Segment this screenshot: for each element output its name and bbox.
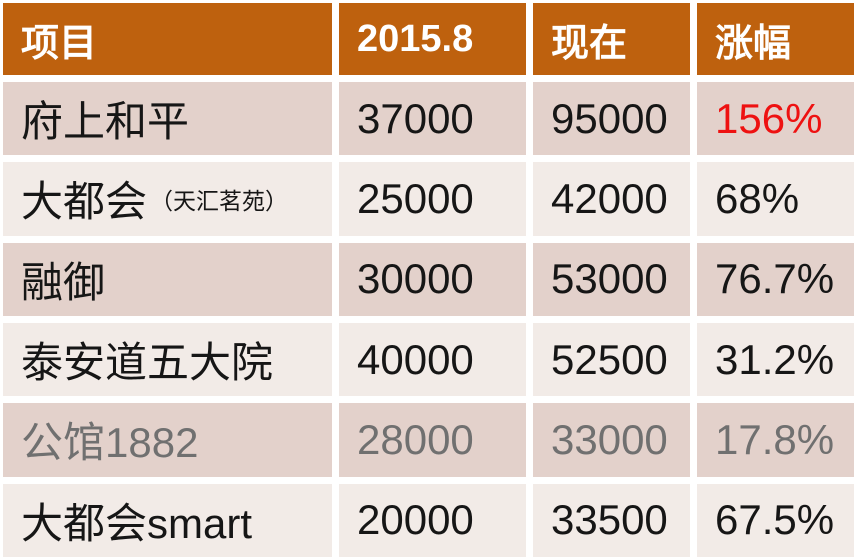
row6-price-2015-cell: 20000: [339, 483, 526, 557]
row4-project-cell: 泰安道五大院: [3, 323, 332, 397]
row4-price-now-cell: 52500: [533, 323, 690, 397]
row1-rise-cell: 156%: [697, 82, 854, 156]
row4-rise-cell: 31.2%: [697, 323, 854, 397]
row1-price-now-cell: 95000: [533, 82, 690, 156]
row3-project-cell: 融御: [3, 242, 332, 316]
row2-price-now-cell: 42000: [533, 162, 690, 236]
row3-rise-cell: 76.7%: [697, 242, 854, 316]
row2-rise-cell: 68%: [697, 162, 854, 236]
row4-project-name: 泰安道五大院: [21, 339, 274, 387]
row1-project-name: 府上和平: [21, 98, 190, 146]
column-header-2015-8: 2015.8: [339, 3, 526, 75]
row2-price-2015-cell: 25000: [339, 162, 526, 236]
row6-project-name: 大都会smart: [21, 499, 253, 547]
row5-project-name: 公馆1882: [21, 419, 199, 467]
row6-price-now-cell: 33500: [533, 483, 690, 557]
row2-project-cell: 大都会 （天汇茗苑）: [3, 162, 332, 236]
row2-project-name: 大都会: [21, 178, 148, 226]
row3-price-2015-cell: 30000: [339, 242, 526, 316]
column-header-rise: 涨幅: [697, 3, 854, 75]
row6-project-cell: 大都会smart: [3, 483, 332, 557]
column-header-project: 项目: [3, 3, 332, 75]
row5-price-now-cell: 33000: [533, 403, 690, 477]
row5-price-2015-cell: 28000: [339, 403, 526, 477]
row3-project-name: 融御: [21, 258, 106, 306]
column-header-now: 现在: [533, 3, 690, 75]
row1-project-cell: 府上和平: [3, 82, 332, 156]
row2-project-note: （天汇茗苑）: [150, 187, 289, 214]
row4-price-2015-cell: 40000: [339, 323, 526, 397]
row1-price-2015-cell: 37000: [339, 82, 526, 156]
row3-price-now-cell: 53000: [533, 242, 690, 316]
row5-project-cell: 公馆1882: [3, 403, 332, 477]
row5-rise-cell: 17.8%: [697, 403, 854, 477]
row6-rise-cell: 67.5%: [697, 483, 854, 557]
